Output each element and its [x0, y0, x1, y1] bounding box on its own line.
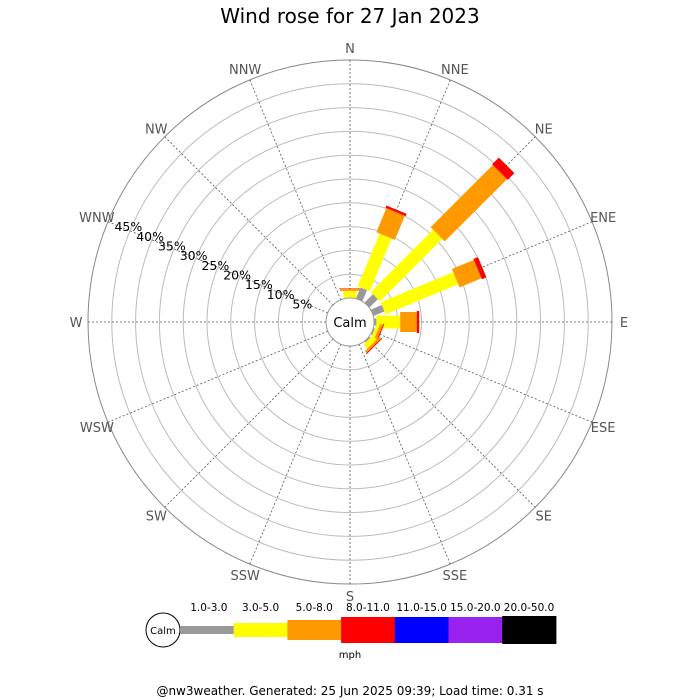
bar-segment-ene-0: [370, 305, 385, 316]
radial-tick-label: 20%: [223, 268, 251, 283]
legend-label-1: 3.0-5.0: [242, 602, 279, 614]
bar-segment-nne-2: [376, 208, 405, 240]
bar-ne: [364, 157, 515, 308]
legend-swatch-5: [448, 617, 503, 643]
bar-segment-se-1: [363, 335, 377, 349]
bar-segment-nne-1: [357, 233, 392, 292]
speed-legend: Calm 1.0-3.0 3.0-5.0 5.0-8.0 8.0-11.0 11.0-15…: [145, 602, 557, 661]
radial-tick-label: 45%: [114, 219, 142, 234]
legend-swatch-2: [287, 620, 342, 640]
grid-ring: [206, 178, 494, 466]
direction-label-ssw: SSW: [230, 569, 260, 584]
legend-label-4: 11.0-15.0: [396, 602, 447, 614]
bar-segment-e-2: [400, 312, 417, 332]
direction-label-nnw: NNW: [229, 63, 261, 78]
legend-label-0: 1.0-3.0: [190, 602, 227, 614]
bar-segment-se-3: [365, 337, 383, 355]
legend-swatch-4: [394, 617, 449, 643]
grid-ring: [158, 130, 542, 514]
direction-label-e: E: [620, 316, 628, 331]
direction-label-ese: ESE: [591, 421, 616, 436]
bar-segment-n-2: [340, 289, 360, 291]
direction-labels: N NNE NE ENE E ESE SE SSE S SSW SW WSW W WNW NW NNW: [70, 42, 629, 605]
grid-ring: [254, 226, 446, 418]
wind-bars: [339, 157, 515, 355]
direction-label-nw: NW: [145, 122, 168, 137]
legend-label-2: 5.0-8.0: [296, 602, 333, 614]
legend-swatch-6: [502, 616, 557, 644]
bar-segment-e-3: [416, 311, 420, 333]
radial-grid: [87, 59, 613, 585]
radial-tick-label: 10%: [267, 287, 295, 302]
bar-segment-nne-3: [385, 205, 407, 217]
direction-label-s: S: [346, 590, 354, 605]
bar-segment-ne-1: [370, 229, 443, 302]
bar-segment-nne-0: [356, 287, 367, 302]
direction-label-sw: SW: [146, 510, 167, 525]
bar-se: [363, 335, 383, 355]
grid-ring: [182, 154, 518, 490]
legend-unit: mph: [339, 650, 361, 661]
direction-label-ene: ENE: [590, 211, 616, 226]
direction-label-wnw: WNW: [79, 211, 115, 226]
legend-label-5: 15.0-20.0: [450, 602, 501, 614]
bar-nne: [356, 205, 407, 302]
bar-segment-e-0: [374, 318, 377, 326]
bar-segment-ene-3: [473, 257, 487, 280]
grid-ring: [230, 202, 470, 442]
legend-swatch-3: [341, 617, 396, 643]
radial-tick-label: 25%: [201, 258, 229, 273]
bar-n: [339, 288, 361, 298]
grid-ring: [277, 249, 423, 395]
chart-title: Wind rose for 27 Jan 2023: [220, 4, 480, 28]
bar-ene: [370, 257, 487, 316]
bar-segment-n-1: [343, 290, 357, 298]
bar-segment-ese-0: [370, 328, 375, 335]
direction-label-n: N: [345, 42, 355, 57]
radial-tick-label: 40%: [136, 229, 164, 244]
grid-ring: [135, 107, 565, 537]
bar-segment-ene-1: [380, 272, 459, 315]
bar-segment-ese-1: [371, 325, 380, 339]
calm-circle: [325, 297, 375, 347]
legend-swatch-0: [180, 626, 235, 634]
radial-tick-label: 5%: [292, 297, 312, 312]
legend-swatch-1: [233, 623, 288, 637]
direction-label-wsw: WSW: [80, 421, 114, 436]
footer-text: @nw3weather. Generated: 25 Jun 2025 09:3…: [156, 684, 544, 698]
grid-ring: [111, 83, 589, 561]
legend-label-6: 20.0-50.0: [504, 602, 555, 614]
bar-segment-se-2: [364, 336, 381, 353]
bar-segment-ne-3: [492, 157, 515, 180]
calm-label: Calm: [333, 316, 366, 331]
bar-segment-se-0: [364, 336, 371, 343]
direction-label-ne: NE: [535, 122, 553, 137]
direction-label-sse: SSE: [442, 569, 467, 584]
radial-tick-label: 15%: [245, 277, 273, 292]
bar-segment-ene-2: [451, 259, 482, 288]
direction-label-nne: NNE: [441, 63, 469, 78]
direction-label-w: W: [70, 316, 83, 331]
radial-tick-label: 30%: [180, 248, 208, 263]
bar-segment-ne-2: [430, 165, 507, 242]
radial-tick-labels: 5%10%15%20%25%30%35%40%45%: [114, 219, 312, 311]
calm-circle-group: Calm: [325, 297, 375, 347]
direction-label-se: SE: [536, 510, 552, 525]
legend-label-3: 8.0-11.0: [346, 602, 390, 614]
radial-tick-label: 35%: [158, 238, 186, 253]
legend-calm-label: Calm: [150, 626, 176, 637]
bar-segment-n-3: [339, 288, 361, 289]
bar-segment-ne-0: [364, 294, 378, 308]
